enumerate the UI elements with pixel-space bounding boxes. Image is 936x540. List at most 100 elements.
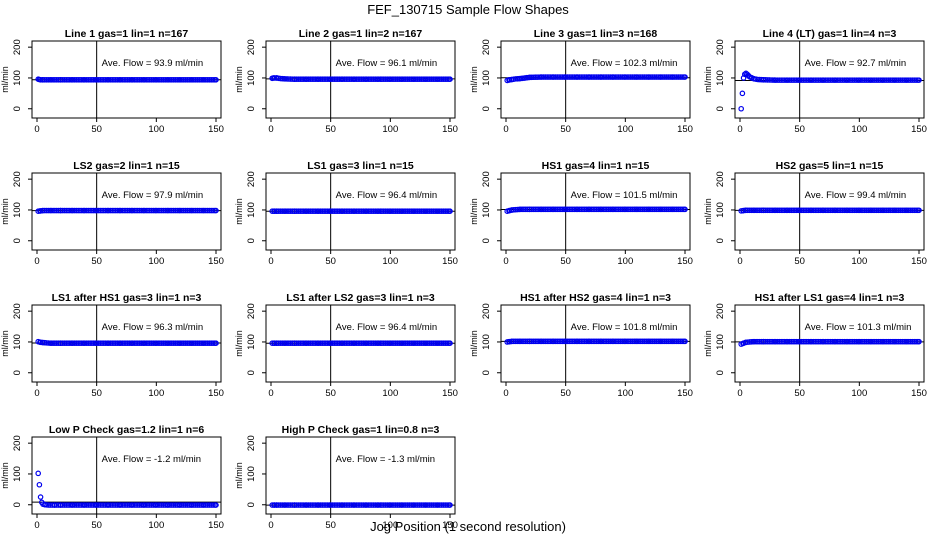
data-point [751, 207, 758, 214]
data-point [639, 74, 646, 80]
data-point [203, 502, 209, 508]
data-point [590, 206, 596, 213]
data-point [602, 338, 608, 345]
data-point [293, 502, 300, 508]
data-point [387, 76, 394, 82]
x-tick-label: 50 [91, 256, 102, 267]
y-tick-label: 0 [246, 106, 257, 111]
data-point [93, 77, 100, 83]
data-point [615, 206, 622, 213]
data-point [303, 208, 310, 214]
data-point [194, 207, 201, 214]
y-tick-label: 0 [12, 106, 23, 111]
data-point [626, 338, 632, 345]
data-point [564, 338, 571, 345]
data-point [554, 74, 561, 80]
y-tick-label: 0 [715, 238, 726, 243]
data-point [778, 338, 784, 345]
data-point [319, 208, 326, 214]
x-tick-label: 50 [794, 388, 805, 399]
data-point [566, 206, 573, 213]
data-point [440, 340, 447, 346]
data-point [856, 207, 863, 214]
data-point [530, 206, 537, 213]
data-point [600, 74, 607, 80]
y-tick-label: 0 [246, 502, 257, 507]
data-point [73, 207, 80, 214]
data-point [317, 502, 324, 508]
data-point [437, 340, 443, 346]
x-tick-label: 0 [737, 388, 742, 399]
x-tick-label: 100 [148, 256, 164, 267]
data-point [87, 77, 93, 83]
data-point [59, 502, 66, 508]
data-point [586, 338, 593, 345]
data-point [552, 338, 559, 345]
data-point [155, 502, 161, 508]
data-point [425, 502, 431, 508]
data-point [135, 77, 141, 83]
data-point [411, 340, 418, 346]
data-point [143, 502, 149, 508]
data-point [131, 207, 138, 214]
data-point [622, 74, 629, 80]
data-point [822, 77, 829, 83]
data-point [849, 338, 856, 345]
data-point [63, 77, 70, 83]
data-point [600, 206, 607, 213]
data-point [638, 206, 644, 213]
data-point [444, 208, 450, 214]
data-point [293, 76, 300, 82]
data-point [414, 76, 421, 82]
data-point [129, 77, 136, 83]
data-point [321, 340, 327, 346]
data-point [177, 340, 184, 346]
data-point [339, 502, 346, 508]
data-point [660, 206, 666, 213]
data-point [858, 338, 864, 345]
data-point [426, 76, 433, 82]
data-point [627, 338, 634, 345]
data-point [578, 206, 584, 213]
data-point [824, 338, 830, 345]
data-point [365, 340, 372, 346]
data-point [333, 208, 339, 214]
data-point [788, 207, 795, 214]
data-point [892, 338, 898, 345]
y-tick-label: 0 [12, 370, 23, 375]
data-point [379, 76, 385, 82]
y-tick-label: 0 [481, 370, 492, 375]
data-point [71, 340, 78, 346]
data-point [133, 502, 139, 508]
data-point [365, 76, 372, 82]
data-point [131, 502, 138, 508]
data-point [297, 208, 304, 214]
data-point [588, 74, 595, 80]
data-point [800, 207, 807, 214]
data-point [375, 340, 382, 346]
data-point [355, 76, 361, 82]
data-point [206, 340, 213, 346]
data-point [435, 502, 441, 508]
data-point [95, 207, 102, 214]
data-point [37, 494, 44, 500]
data-point [909, 207, 916, 214]
data-point [133, 340, 139, 346]
data-point [413, 76, 419, 82]
data-point [909, 77, 916, 83]
data-point [111, 502, 117, 508]
data-point [70, 77, 76, 83]
data-point [319, 76, 326, 82]
data-point [638, 74, 644, 80]
y-tick-label: 200 [246, 39, 257, 55]
data-point [550, 338, 557, 345]
data-point [41, 207, 48, 214]
data-point [812, 207, 818, 214]
data-point [892, 77, 898, 83]
data-point [428, 76, 435, 82]
x-tick-label: 150 [208, 520, 224, 531]
data-point [392, 340, 399, 346]
data-point [363, 208, 370, 214]
data-point [46, 502, 52, 508]
data-point [564, 74, 571, 80]
